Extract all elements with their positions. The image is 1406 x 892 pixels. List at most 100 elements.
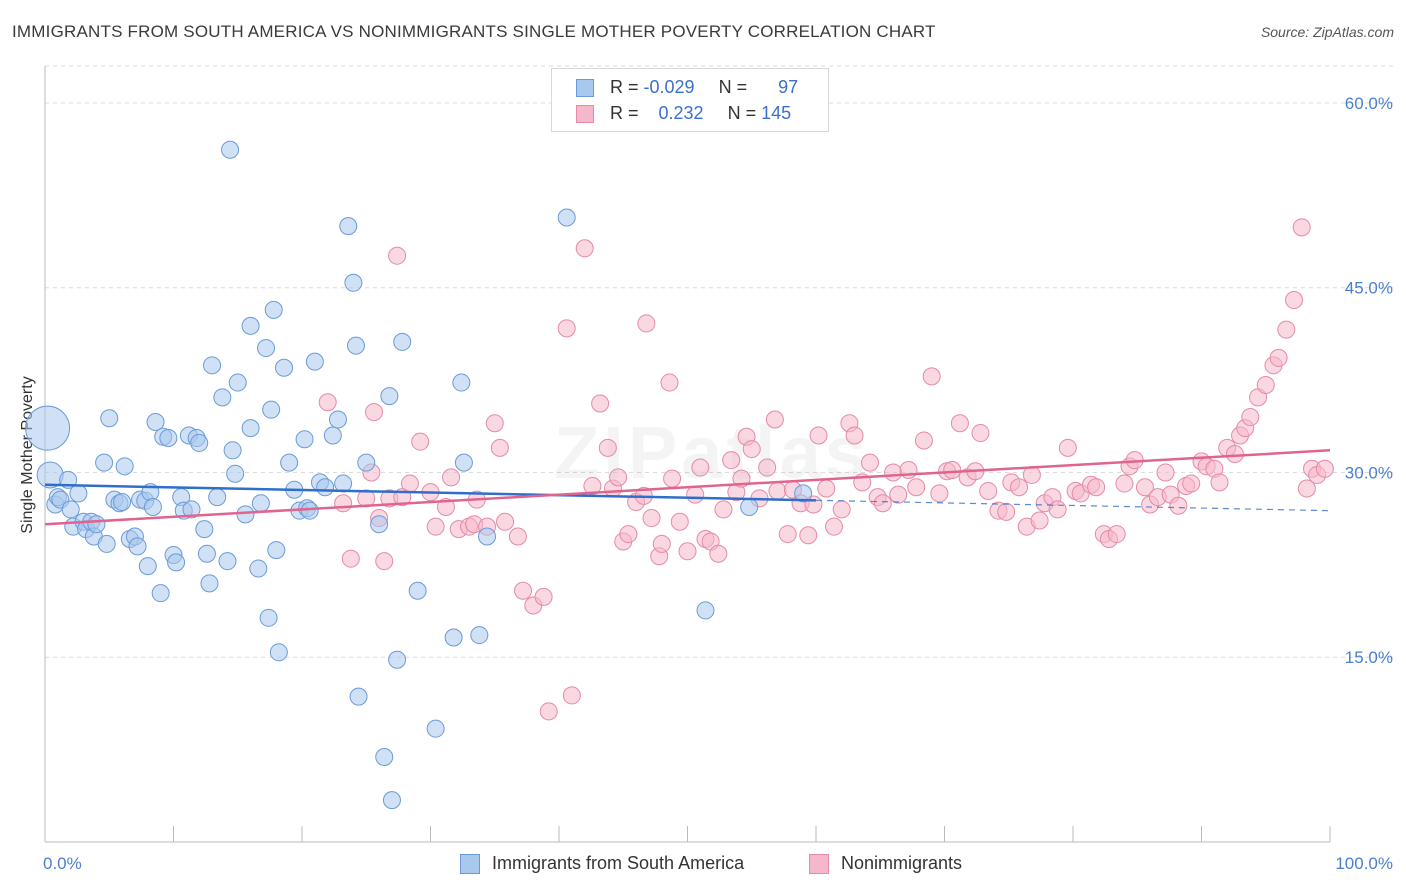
data-point-south-america <box>328 410 347 429</box>
data-point-south-america <box>182 500 201 519</box>
data-point-nonimmigrants <box>318 393 337 412</box>
data-point-nonimmigrants <box>598 438 617 457</box>
data-point-south-america <box>251 494 270 513</box>
data-point-nonimmigrants <box>1269 348 1288 367</box>
series-south-america-points <box>25 140 813 810</box>
data-point-south-america <box>344 273 363 292</box>
data-point-nonimmigrants <box>824 517 843 536</box>
r-label: R = <box>610 103 639 123</box>
n-label: N = <box>718 77 748 97</box>
data-point-south-america <box>452 373 471 392</box>
n-label: N = <box>727 103 757 123</box>
data-point-south-america <box>696 601 715 620</box>
data-point-nonimmigrants <box>619 525 638 544</box>
data-point-nonimmigrants <box>557 319 576 338</box>
data-point-nonimmigrants <box>950 414 969 433</box>
data-point-nonimmigrants <box>1010 478 1029 497</box>
data-point-nonimmigrants <box>663 469 682 488</box>
stats-text: R = 0.232 N = 145 <box>610 103 791 124</box>
data-point-nonimmigrants <box>642 509 661 528</box>
data-point-south-america <box>323 426 342 445</box>
data-point-south-america <box>316 478 335 497</box>
legend-label: Nonimmigrants <box>841 853 963 873</box>
data-point-nonimmigrants <box>534 587 553 606</box>
r-label: R = <box>610 77 639 97</box>
gridlines <box>45 65 1395 658</box>
data-point-south-america <box>200 574 219 593</box>
data-point-nonimmigrants <box>490 438 509 457</box>
data-point-south-america <box>195 520 214 539</box>
data-point-nonimmigrants <box>591 394 610 413</box>
data-point-south-america <box>357 453 376 472</box>
data-point-south-america <box>241 316 260 335</box>
data-point-south-america <box>454 453 473 472</box>
legend-label: Immigrants from South America <box>492 853 745 873</box>
data-point-south-america <box>280 453 299 472</box>
data-point-south-america <box>295 430 314 449</box>
data-point-nonimmigrants <box>722 451 741 470</box>
data-point-nonimmigrants <box>1058 438 1077 457</box>
data-point-south-america <box>346 336 365 355</box>
data-point-south-america <box>190 433 209 452</box>
data-point-south-america <box>25 405 71 451</box>
data-point-nonimmigrants <box>411 432 430 451</box>
data-point-south-america <box>236 505 255 524</box>
data-point-nonimmigrants <box>583 477 602 496</box>
data-point-nonimmigrants <box>691 458 710 477</box>
data-point-south-america <box>151 584 170 603</box>
data-point-nonimmigrants <box>1297 479 1316 498</box>
data-point-nonimmigrants <box>678 542 697 561</box>
n-value: 97 <box>778 77 799 97</box>
data-point-nonimmigrants <box>1156 463 1175 482</box>
data-point-nonimmigrants <box>832 500 851 519</box>
data-point-nonimmigrants <box>1225 445 1244 463</box>
data-point-south-america <box>223 441 242 460</box>
trend-line-south-america-extension <box>815 499 1331 512</box>
data-point-south-america <box>208 488 227 507</box>
n-value: 145 <box>761 103 792 123</box>
data-point-nonimmigrants <box>334 494 353 513</box>
trend-line-south-america <box>44 483 817 502</box>
data-point-nonimmigrants <box>1292 218 1311 237</box>
data-point-south-america <box>197 544 216 563</box>
data-point-nonimmigrants <box>637 314 656 333</box>
data-point-nonimmigrants <box>660 373 679 392</box>
data-point-south-america <box>388 650 407 669</box>
data-point-south-america <box>221 140 240 159</box>
data-point-nonimmigrants <box>1107 525 1126 544</box>
data-point-south-america <box>100 409 119 428</box>
source-label: Source: ZipAtlas.com <box>1260 24 1394 40</box>
data-point-nonimmigrants <box>1030 511 1049 530</box>
data-point-south-america <box>159 428 178 447</box>
data-point-nonimmigrants <box>609 468 628 487</box>
data-point-south-america <box>87 515 106 534</box>
data-point-nonimmigrants <box>922 367 941 386</box>
data-point-nonimmigrants <box>1182 474 1201 493</box>
data-point-nonimmigrants <box>1277 320 1296 339</box>
data-point-nonimmigrants <box>508 527 527 546</box>
data-point-south-america <box>470 626 489 645</box>
data-point-nonimmigrants <box>914 431 933 450</box>
data-point-south-america <box>375 748 394 767</box>
y-tick-label: 60.0% <box>1345 94 1393 113</box>
data-point-nonimmigrants <box>575 239 594 258</box>
data-point-south-america <box>478 527 497 546</box>
data-point-nonimmigrants <box>1256 376 1275 395</box>
x-tick-label: 0.0% <box>43 854 82 873</box>
data-point-south-america <box>382 791 401 810</box>
data-point-south-america <box>97 534 116 553</box>
data-point-nonimmigrants <box>375 552 394 571</box>
data-point-south-america <box>146 412 165 431</box>
data-point-south-america <box>128 537 147 556</box>
data-point-south-america <box>740 497 759 516</box>
data-point-nonimmigrants <box>1048 500 1067 519</box>
data-point-south-america <box>339 217 358 236</box>
y-tick-label: 30.0% <box>1345 463 1393 482</box>
x-tick-labels: 0.0% 100.0% <box>43 854 1393 873</box>
data-point-nonimmigrants <box>907 478 926 497</box>
data-point-south-america <box>380 387 399 406</box>
data-point-south-america <box>259 608 278 627</box>
x-tick-label: 100.0% <box>1335 854 1393 873</box>
data-point-south-america <box>300 501 319 520</box>
